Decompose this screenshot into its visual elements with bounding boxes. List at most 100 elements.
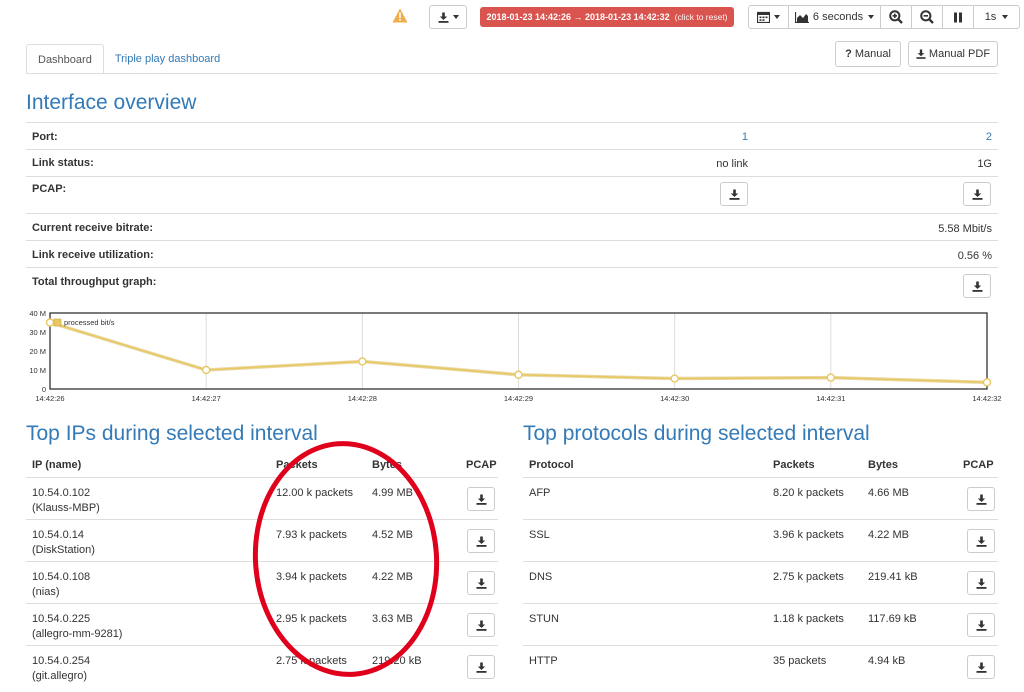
table-row: HTTP 35 packets 4.94 kB	[523, 645, 998, 687]
zoom-in-button[interactable]	[881, 6, 912, 28]
x-tick-label: 14:42:30	[660, 394, 689, 403]
legend-swatch	[53, 318, 62, 327]
pcap-download-button[interactable]	[467, 487, 495, 511]
pause-icon	[954, 12, 962, 22]
bytes-value: 4.22 MB	[372, 571, 413, 583]
table-row: 10.54.0.254 (git.allegro) 2.75 k packets 21…	[26, 645, 498, 687]
packets-value: 3.96 k packets	[773, 529, 844, 541]
port-row: Port: 1 2	[26, 122, 998, 149]
col-header-packets: Packets	[773, 459, 815, 471]
time-range-reset-text: (click to reset)	[674, 12, 728, 22]
throughput-row: Total throughput graph:	[26, 267, 998, 303]
y-tick-label: 30 M	[29, 328, 46, 337]
chevron-down-icon	[1002, 15, 1009, 19]
packets-value: 2.75 k packets	[276, 655, 347, 667]
table-row: 10.54.0.14 (DiskStation) 7.93 k packets 4.5…	[26, 519, 498, 561]
pcap-port-2-download-button[interactable]	[963, 182, 991, 206]
y-tick-label: 0	[42, 385, 46, 394]
packets-value: 8.20 k packets	[773, 487, 844, 499]
interval-dropdown-button[interactable]: 6 seconds	[789, 6, 881, 28]
manual-pdf-button-label: Manual PDF	[928, 48, 991, 60]
bytes-value: 4.22 MB	[868, 529, 909, 541]
pcap-download-button[interactable]	[967, 655, 995, 679]
download-icon	[476, 620, 486, 631]
ip-link[interactable]: 10.54.0.108	[32, 571, 91, 583]
pcap-download-button[interactable]	[967, 487, 995, 511]
packets-value: 12.00 k packets	[276, 487, 354, 499]
port-2-link[interactable]: 2	[985, 131, 992, 143]
table-row: 10.54.0.225 (allegro-mm-9281) 2.95 k packe…	[26, 603, 498, 645]
export-dropdown-button[interactable]	[429, 5, 467, 29]
interface-overview-title: Interface overview	[26, 91, 197, 114]
protocol-link[interactable]: SSL	[529, 529, 550, 541]
col-header-pcap: PCAP	[963, 459, 994, 471]
manual-pdf-button[interactable]: Manual PDF	[908, 41, 998, 67]
utilization-label: Link receive utilization:	[32, 249, 154, 261]
bitrate-value: 5.58 Mbit/s	[938, 223, 992, 235]
ip-link[interactable]: 10.54.0.102	[32, 487, 91, 499]
protocol-link[interactable]: STUN	[529, 613, 559, 625]
zoom-in-icon	[889, 10, 903, 24]
refresh-rate-dropdown[interactable]: 1s	[974, 6, 1019, 28]
manual-button[interactable]: ? Manual	[835, 41, 901, 67]
host-name: (git.allegro)	[32, 670, 88, 682]
pcap-download-button[interactable]	[467, 529, 495, 553]
pcap-label: PCAP:	[32, 183, 67, 195]
pcap-download-button[interactable]	[467, 655, 495, 679]
pcap-port-1-download-button[interactable]	[720, 182, 748, 206]
warning-icon[interactable]	[392, 8, 408, 23]
pcap-download-button[interactable]	[967, 571, 995, 595]
data-point	[826, 373, 836, 382]
ip-link[interactable]: 10.54.0.254	[32, 655, 91, 667]
utilization-value: 0.56 %	[957, 250, 992, 262]
table-row: DNS 2.75 k packets 219.41 kB	[523, 561, 998, 603]
tab-dashboard[interactable]: Dashboard	[26, 44, 104, 74]
pcap-download-button[interactable]	[967, 529, 995, 553]
pause-button[interactable]	[943, 6, 974, 28]
pcap-download-button[interactable]	[967, 613, 995, 637]
table-row: STUN 1.18 k packets 117.69 kB	[523, 603, 998, 645]
y-tick-label: 20 M	[29, 347, 46, 356]
interval-label: 6 seconds	[812, 11, 864, 23]
bytes-value: 3.63 MB	[372, 613, 413, 625]
table-row: AFP 8.20 k packets 4.66 MB	[523, 477, 998, 519]
port-1-link[interactable]: 1	[741, 131, 748, 143]
link-status-port-1: no link	[716, 158, 748, 170]
pcap-download-button[interactable]	[467, 571, 495, 595]
x-tick-label: 14:42:31	[816, 394, 845, 403]
ip-link[interactable]: 10.54.0.14	[32, 529, 84, 541]
bitrate-label: Current receive bitrate:	[32, 222, 154, 234]
top-protocols-title: Top protocols during selected interval	[523, 422, 870, 445]
tab-divider	[26, 73, 998, 74]
pcap-download-button[interactable]	[467, 613, 495, 637]
data-point	[201, 365, 211, 375]
x-tick-label: 14:42:27	[192, 394, 221, 403]
download-icon	[916, 49, 926, 59]
data-point	[45, 318, 55, 327]
time-range-reset-badge[interactable]: 2018-01-23 14:42:26 → 2018-01-23 14:42:3…	[480, 7, 734, 27]
x-tick-label: 14:42:26	[35, 394, 64, 403]
calendar-dropdown-button[interactable]	[749, 6, 789, 28]
packets-value: 7.93 k packets	[276, 529, 347, 541]
packets-value: 3.94 k packets	[276, 571, 347, 583]
refresh-rate-label: 1s	[984, 11, 997, 23]
packets-value: 35 packets	[773, 655, 827, 667]
download-icon	[476, 578, 486, 589]
zoom-out-button[interactable]	[912, 6, 943, 28]
download-icon	[976, 536, 986, 547]
download-icon	[976, 662, 986, 673]
ip-link[interactable]: 10.54.0.225	[32, 613, 91, 625]
data-point	[670, 374, 679, 383]
top-protocols-table: Protocol Packets Bytes PCAP AFP 8.20 k pa…	[523, 455, 998, 692]
throughput-download-button[interactable]	[963, 274, 991, 298]
protocol-link[interactable]: DNS	[529, 571, 553, 583]
protocol-link[interactable]: HTTP	[529, 655, 558, 667]
zoom-out-icon	[920, 10, 934, 24]
protocol-link[interactable]: AFP	[529, 487, 551, 499]
y-tick-label: 40 M	[29, 309, 46, 318]
bytes-value: 4.99 MB	[372, 487, 413, 499]
utilization-row: Link receive utilization: 0.56 %	[26, 240, 998, 267]
download-icon	[476, 662, 486, 673]
tab-triple-play-dashboard[interactable]: Triple play dashboard	[114, 53, 221, 65]
top-toolbar: 2018-01-23 14:42:26 → 2018-01-23 14:42:3…	[0, 0, 1024, 34]
